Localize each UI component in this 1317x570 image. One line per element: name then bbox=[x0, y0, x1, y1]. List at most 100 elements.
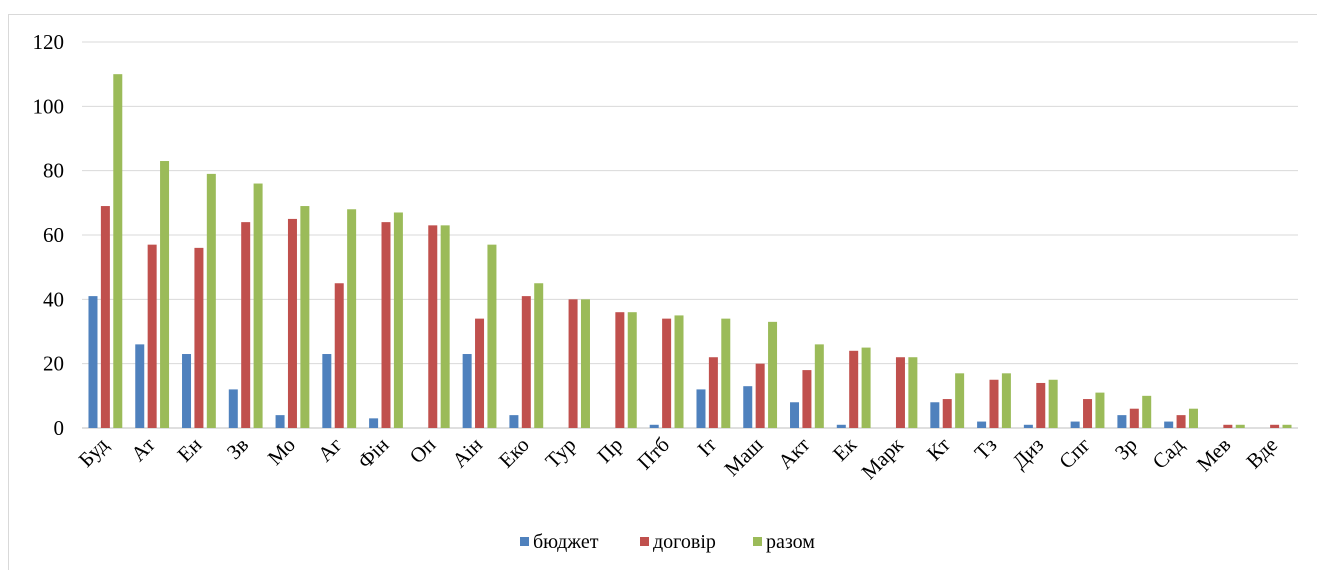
y-axis-ticks: 0 20 40 60 80 100 120 bbox=[33, 30, 65, 440]
x-tick-label: Буд bbox=[74, 432, 113, 471]
bar-бюджет-Мо bbox=[275, 415, 285, 428]
legend-swatch-договір bbox=[640, 537, 649, 546]
bar-разом-Тур bbox=[580, 299, 590, 428]
bar-договір-Вде bbox=[1270, 424, 1280, 428]
bar-бюджет-Фін bbox=[369, 418, 379, 428]
bar-договір-Ен bbox=[194, 247, 204, 428]
bar-договір-Буд bbox=[100, 206, 110, 428]
x-tick-label: Фін bbox=[353, 433, 394, 474]
bar-разом-Ек bbox=[861, 347, 871, 428]
bar-бюджет-Зр bbox=[1117, 415, 1127, 428]
gridlines bbox=[82, 41, 1298, 429]
legend-label: договір bbox=[653, 531, 716, 553]
bar-разом-Спг bbox=[1095, 392, 1105, 428]
x-tick-label: Мо bbox=[263, 433, 300, 470]
x-tick-label: Аг bbox=[313, 432, 347, 466]
bar-разом-Мо bbox=[300, 206, 310, 428]
bar-договір-Оп bbox=[428, 225, 438, 428]
chart-frame bbox=[8, 14, 1317, 570]
y-tick-label: 80 bbox=[43, 159, 64, 183]
bar-разом-Ат bbox=[160, 161, 170, 428]
bar-договір-Зв bbox=[241, 222, 251, 428]
bar-бюджет-Зв bbox=[228, 389, 238, 428]
bar-договір-Сад bbox=[1176, 415, 1186, 428]
x-tick-label: Тз bbox=[970, 433, 1002, 465]
bar-разом-Фін bbox=[393, 212, 403, 428]
bar-договір-Маш bbox=[755, 363, 765, 428]
bar-разом-Аг bbox=[347, 209, 357, 428]
x-tick-label: Іт bbox=[693, 433, 721, 461]
x-tick-label: Диз bbox=[1007, 433, 1048, 474]
bar-бюджет-Спг bbox=[1070, 421, 1080, 428]
bar-разом-Еко bbox=[534, 283, 544, 428]
bar-бюджет-Тз bbox=[977, 421, 987, 428]
bar-бюджет-Сад bbox=[1164, 421, 1174, 428]
bar-разом-Диз bbox=[1048, 379, 1058, 428]
bar-бюджет-Буд bbox=[88, 296, 98, 428]
x-tick-label: Сад bbox=[1148, 432, 1189, 473]
bar-договір-Марк bbox=[895, 357, 905, 428]
x-tick-label: Марк bbox=[857, 432, 909, 484]
bar-разом-Тз bbox=[1001, 373, 1011, 428]
y-tick-label: 0 bbox=[54, 416, 65, 440]
legend-swatch-разом bbox=[753, 537, 762, 546]
bar-договір-Кт bbox=[942, 399, 952, 428]
y-tick-label: 60 bbox=[43, 223, 64, 247]
x-tick-label: Зв bbox=[222, 433, 253, 464]
bar-разом-Птб bbox=[674, 315, 684, 428]
x-tick-label: Кт bbox=[922, 433, 955, 466]
bar-бюджет-Ен bbox=[182, 354, 192, 428]
bar-разом-Марк bbox=[908, 357, 918, 428]
bar-бюджет-Аг bbox=[322, 354, 332, 428]
bar-договір-Спг bbox=[1083, 399, 1093, 428]
bar-договір-Мев bbox=[1223, 424, 1233, 428]
y-tick-label: 40 bbox=[43, 287, 64, 311]
x-tick-label: Мев bbox=[1192, 433, 1236, 477]
bars bbox=[88, 74, 1292, 429]
bar-договір-Птб bbox=[662, 318, 672, 428]
bar-договір-Тур bbox=[568, 299, 578, 428]
x-tick-label: Маш bbox=[719, 433, 767, 481]
bar-бюджет-Аін bbox=[462, 354, 472, 428]
bar-бюджет-Іт bbox=[696, 389, 706, 428]
bar-договір-Іт bbox=[708, 357, 718, 428]
bar-разом-Вде bbox=[1282, 424, 1292, 428]
x-tick-label: Птб bbox=[632, 433, 674, 475]
bar-бюджет-Ат bbox=[135, 344, 145, 428]
bar-разом-Сад bbox=[1188, 408, 1198, 428]
x-tick-label: Вде bbox=[1241, 433, 1282, 474]
bar-бюджет-Акт bbox=[790, 402, 800, 428]
x-tick-label: Спг bbox=[1054, 432, 1095, 473]
y-tick-label: 120 bbox=[33, 30, 65, 54]
x-tick-label: Зр bbox=[1110, 433, 1142, 465]
bar-договір-Ат bbox=[147, 244, 157, 428]
y-tick-label: 20 bbox=[43, 352, 64, 376]
bar-разом-Оп bbox=[440, 225, 450, 428]
x-tick-label: Ен bbox=[172, 433, 206, 467]
x-tick-label: Ат bbox=[126, 433, 159, 466]
bar-бюджет-Еко bbox=[509, 415, 519, 428]
bar-договір-Диз bbox=[1036, 382, 1046, 428]
bar-разом-Акт bbox=[814, 344, 824, 428]
bar-разом-Ен bbox=[206, 173, 216, 428]
bar-договір-Аг bbox=[334, 283, 344, 428]
legend-swatch-бюджет bbox=[520, 537, 529, 546]
x-tick-label: Тур bbox=[540, 433, 580, 473]
bar-договір-Акт bbox=[802, 370, 812, 428]
bar-бюджет-Птб bbox=[649, 424, 659, 428]
x-tick-label: Акт bbox=[773, 433, 814, 474]
x-tick-label: Аін bbox=[447, 433, 487, 473]
legend-label: бюджет bbox=[533, 531, 599, 553]
bar-договір-Зр bbox=[1129, 408, 1139, 428]
bar-разом-Маш bbox=[768, 321, 778, 428]
bar-разом-Кт bbox=[955, 373, 965, 428]
x-tick-label: Еко bbox=[494, 433, 534, 473]
legend-label: разом bbox=[766, 531, 815, 553]
bar-договір-Тз bbox=[989, 379, 999, 428]
bar-договір-Еко bbox=[521, 296, 531, 428]
bar-разом-Мев bbox=[1235, 424, 1245, 428]
bar-разом-Буд bbox=[113, 74, 123, 429]
bar-бюджет-Маш bbox=[743, 386, 753, 428]
